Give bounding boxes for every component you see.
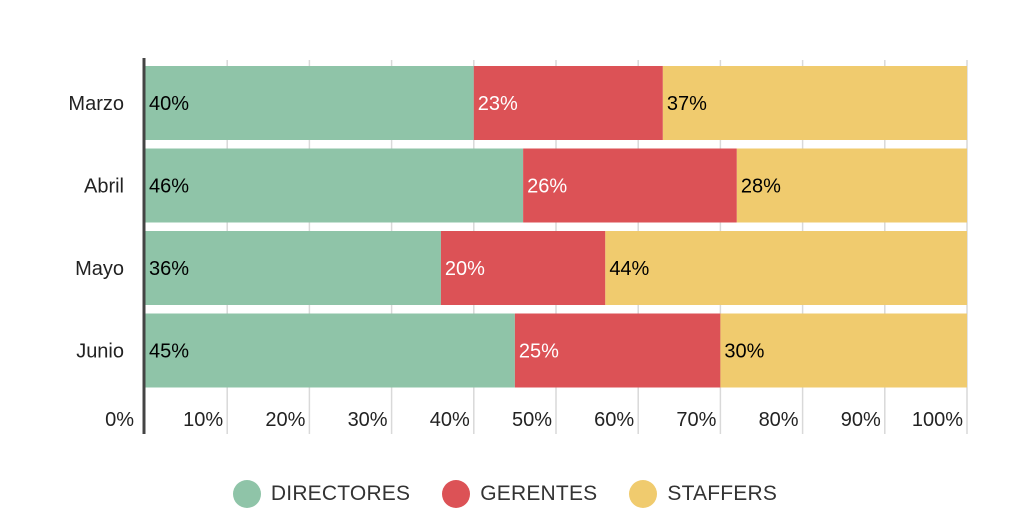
legend-swatch xyxy=(232,480,261,508)
bar-gerentes-mayo xyxy=(440,231,606,305)
data-label: 46% xyxy=(149,176,189,198)
data-label: 37% xyxy=(667,93,707,115)
bar-staffers-marzo xyxy=(662,66,967,140)
legend-swatch xyxy=(629,480,658,508)
bar-gerentes-junio xyxy=(514,313,721,388)
x-tick-label: 0% xyxy=(105,409,134,431)
data-label: 25% xyxy=(519,341,559,363)
legend: DIRECTORES GERENTES STAFFERS xyxy=(0,476,1024,512)
bars: 40% 23% 37% 46% 26% 28% 36% 20% 44% 45% 25% 30% xyxy=(145,66,967,388)
x-tick-label: 10% xyxy=(183,409,223,431)
bar-directores-junio xyxy=(145,313,515,388)
data-label: 30% xyxy=(724,341,764,363)
category-label: Junio xyxy=(76,341,124,363)
legend-label: GERENTES xyxy=(480,482,598,505)
bar-directores-abril xyxy=(145,148,524,223)
x-tick-label: 100% xyxy=(912,409,963,431)
category-label: Marzo xyxy=(68,93,124,115)
bar-staffers-mayo xyxy=(605,231,967,305)
data-label: 28% xyxy=(741,176,781,198)
bar-gerentes-abril xyxy=(523,148,737,223)
data-label: 40% xyxy=(149,93,189,115)
x-tick-label: 30% xyxy=(348,409,388,431)
legend-item-staffers: STAFFERS xyxy=(629,480,777,508)
stacked-bar-chart: 40% 23% 37% 46% 26% 28% 36% 20% 44% 45% 25% 30% Mar… xyxy=(68,58,968,434)
x-tick-label: 70% xyxy=(676,409,716,431)
x-tick-label: 60% xyxy=(594,409,634,431)
bar-gerentes-marzo xyxy=(473,66,663,140)
legend-item-directores: DIRECTORES xyxy=(232,480,411,508)
data-label: 26% xyxy=(527,176,567,198)
category-label: Mayo xyxy=(75,258,124,280)
data-label: 45% xyxy=(149,341,189,363)
data-label: 36% xyxy=(149,258,189,280)
bar-directores-mayo xyxy=(145,231,441,305)
x-tick-label: 40% xyxy=(430,409,470,431)
data-label: 20% xyxy=(445,258,485,280)
data-label: 44% xyxy=(609,258,649,280)
x-tick-labels: 0% 10% 20% 30% 40% 50% 60% 70% 80% 90% 100% xyxy=(105,409,963,431)
x-tick-label: 90% xyxy=(841,409,881,431)
x-tick-label: 20% xyxy=(265,409,305,431)
legend-swatch xyxy=(442,480,471,508)
legend-label: DIRECTORES xyxy=(270,482,411,505)
legend-item-gerentes: GERENTES xyxy=(442,480,597,508)
category-label: Abril xyxy=(84,176,124,198)
legend-label: STAFFERS xyxy=(667,482,778,505)
data-label: 23% xyxy=(478,93,518,115)
x-tick-label: 80% xyxy=(759,409,799,431)
bar-directores-marzo xyxy=(145,66,474,140)
bar-staffers-junio xyxy=(720,313,967,388)
category-labels: Marzo Abril Mayo Junio xyxy=(68,93,124,363)
bar-staffers-abril xyxy=(736,148,967,223)
x-tick-label: 50% xyxy=(512,409,552,431)
